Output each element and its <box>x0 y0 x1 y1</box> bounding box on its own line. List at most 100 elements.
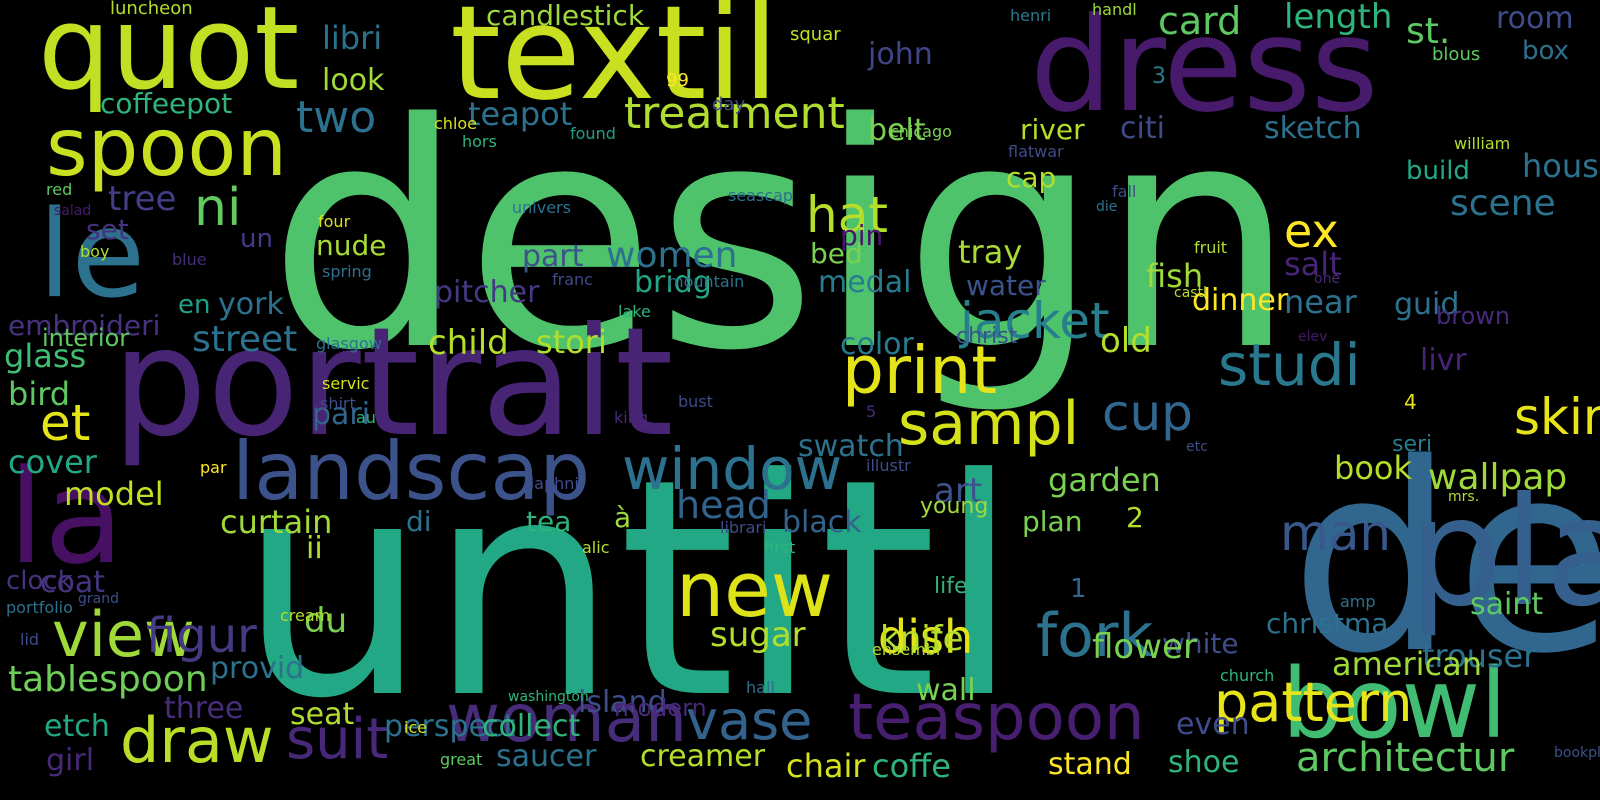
word: black <box>782 505 862 540</box>
word: grand <box>78 591 119 607</box>
word: collect <box>482 709 581 744</box>
word: landscap <box>232 425 591 518</box>
word: handl <box>1092 0 1137 19</box>
word: architectur <box>1296 735 1515 781</box>
word: trouser <box>1422 637 1537 675</box>
word: girl <box>46 743 95 778</box>
word: build <box>1406 156 1470 186</box>
word: hat <box>806 186 888 244</box>
word: cover <box>8 443 97 481</box>
word: belt <box>868 113 926 148</box>
word: castl <box>1174 285 1207 301</box>
word: dress <box>1030 0 1379 141</box>
word: 4 <box>1404 390 1417 414</box>
word: washington <box>508 689 589 705</box>
word: st. <box>1406 11 1451 52</box>
word: tray <box>958 233 1023 271</box>
word: length <box>1284 0 1393 37</box>
word: pattern <box>1214 671 1413 734</box>
word: fish <box>1146 257 1204 295</box>
word: box <box>1522 36 1569 66</box>
word: elev <box>1298 329 1328 345</box>
word: provid <box>210 651 305 686</box>
word: et <box>40 394 91 452</box>
word: di <box>406 505 432 538</box>
word: woman <box>446 680 687 757</box>
word: chair <box>786 747 866 785</box>
word: blous <box>1432 44 1481 65</box>
word: treatment <box>624 88 845 139</box>
word: medal <box>818 265 912 300</box>
word: scene <box>1450 183 1556 224</box>
word: shirt <box>320 394 356 413</box>
word: sketch <box>1264 111 1362 146</box>
word: portfolio <box>6 598 73 617</box>
word: skirt <box>1514 388 1600 446</box>
word: ensembl <box>872 640 941 659</box>
word: life <box>934 574 968 599</box>
word: one <box>1314 271 1341 287</box>
word: ni <box>194 178 242 238</box>
word: citi <box>1120 111 1165 146</box>
word: squar <box>790 24 841 45</box>
word: etc <box>1186 439 1208 455</box>
word: figur <box>146 608 257 664</box>
word: etch <box>44 709 110 744</box>
word: par <box>200 458 227 477</box>
word: bird <box>8 375 71 413</box>
word: salad <box>54 203 92 219</box>
word: illustr <box>866 456 911 475</box>
word: pari <box>312 397 371 432</box>
word: alic <box>582 538 610 557</box>
word: univers <box>512 198 571 217</box>
word: william <box>1454 134 1511 153</box>
word: river <box>1020 113 1085 146</box>
word: un <box>240 224 273 254</box>
word: swatch <box>798 429 904 464</box>
word: die <box>1096 199 1118 215</box>
word: curtain <box>220 503 333 541</box>
word: color <box>840 327 914 362</box>
word: christma <box>1266 607 1389 640</box>
word: seat <box>290 697 355 732</box>
word: 3 <box>1152 64 1166 89</box>
word: church <box>1220 666 1275 685</box>
word: 2 <box>1126 501 1144 534</box>
word: flatwar <box>1008 142 1064 161</box>
word: american <box>1332 645 1482 683</box>
word: à <box>614 501 632 534</box>
word: york <box>218 287 284 322</box>
word: librari <box>720 518 767 537</box>
word: dinner <box>1192 283 1289 318</box>
word: saucer <box>496 739 597 774</box>
word: plan <box>1022 505 1083 538</box>
word: luncheon <box>110 0 193 19</box>
word: bowl <box>1282 648 1507 760</box>
word: hall <box>746 678 775 697</box>
word: water <box>966 269 1046 302</box>
word: christ <box>956 324 1018 349</box>
word: perspect <box>384 709 516 744</box>
word: sugar <box>710 615 806 655</box>
word: libri <box>322 19 383 57</box>
word: daphni <box>524 474 579 493</box>
word: mrs. <box>1448 489 1480 505</box>
word: en <box>178 290 211 320</box>
word: design <box>268 58 1297 419</box>
word: pitcher <box>434 275 540 310</box>
word: shoe <box>1168 745 1240 780</box>
word: saint <box>1470 587 1544 622</box>
word: first <box>764 538 796 557</box>
word: wall <box>916 673 976 708</box>
word: lid <box>20 630 40 649</box>
word: near <box>1284 283 1357 321</box>
word: day <box>712 94 746 115</box>
word: amp <box>1340 592 1376 611</box>
word: young <box>920 494 989 519</box>
word: flower <box>1092 627 1197 667</box>
word: stori <box>536 323 607 361</box>
word: candlestick <box>486 0 645 32</box>
word: king <box>614 408 649 427</box>
